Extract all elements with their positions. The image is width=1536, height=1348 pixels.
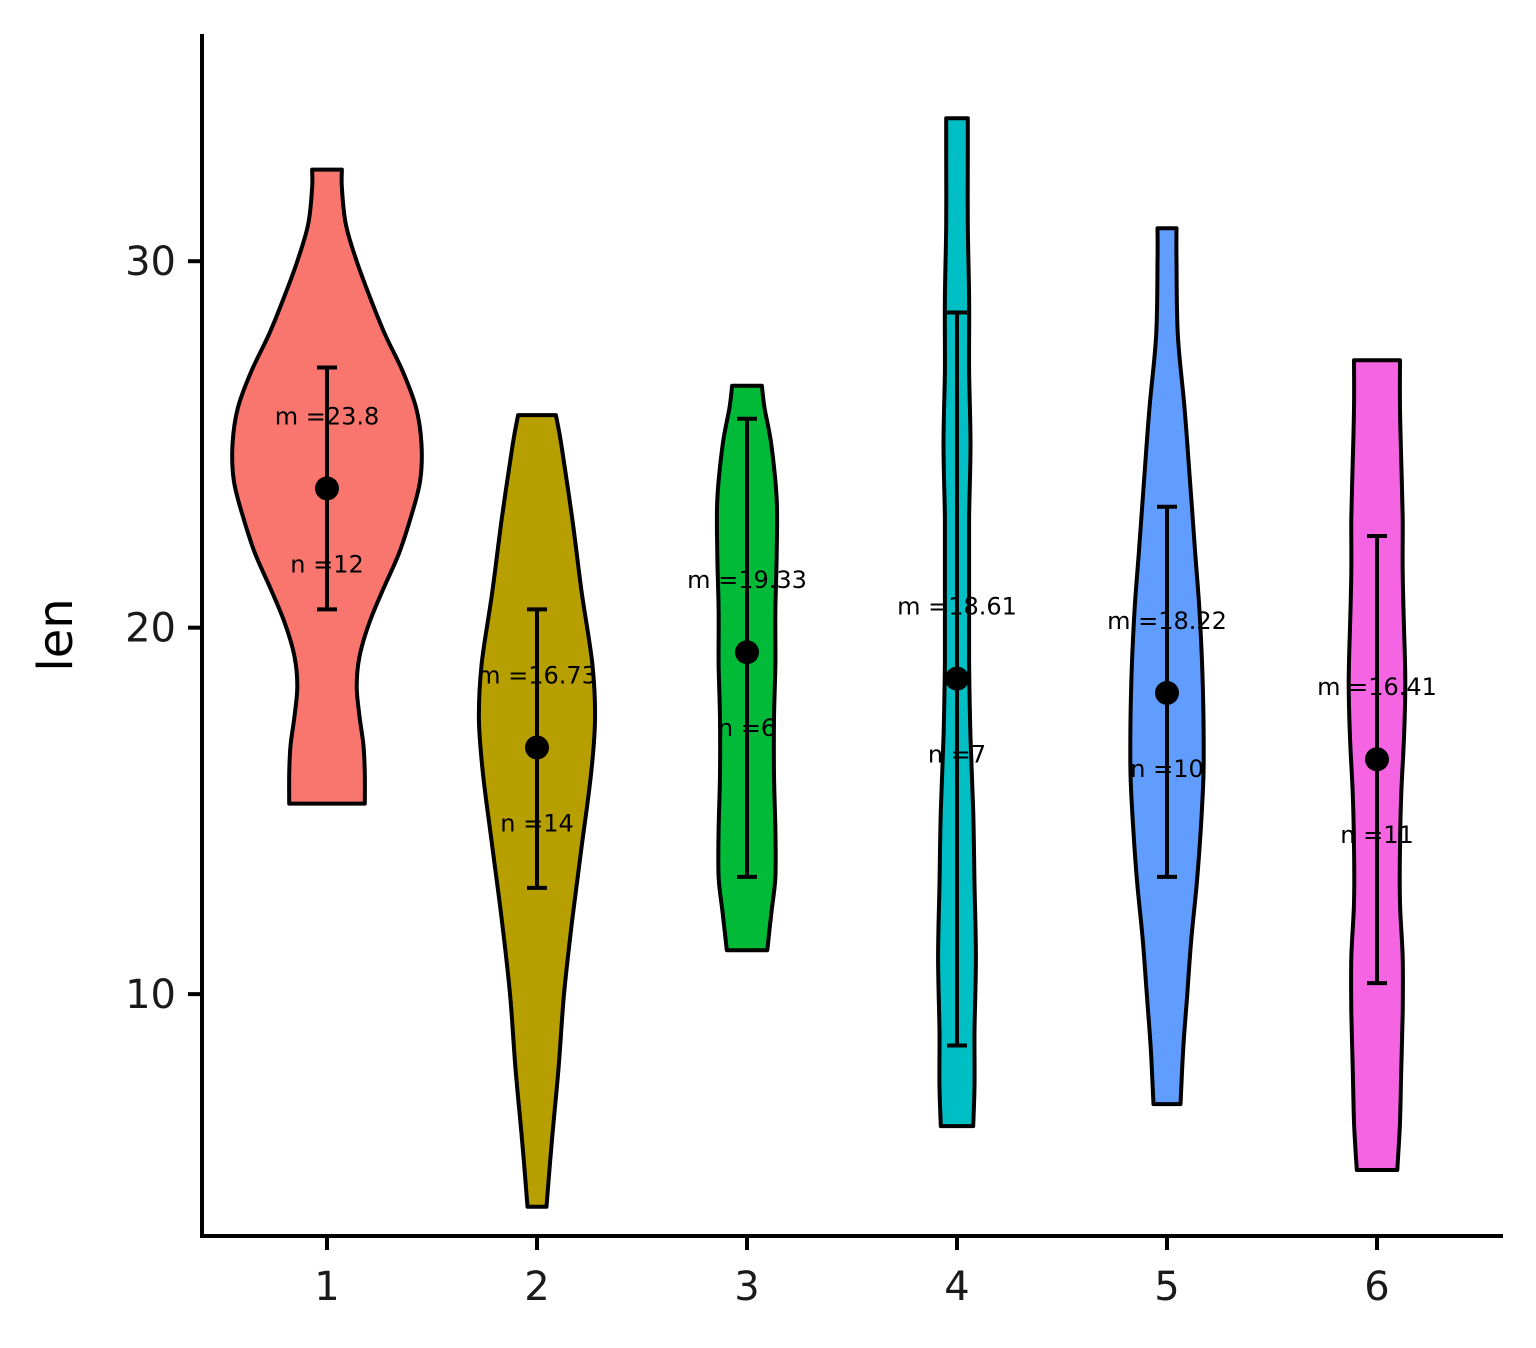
mean-point-2 bbox=[525, 735, 549, 760]
axes-layer: 1 2 3 4 5 6 10 20 30 bbox=[125, 34, 1503, 1310]
mean-label-6: m =16.41 bbox=[1317, 673, 1437, 701]
mean-label-4: m =18.61 bbox=[897, 593, 1017, 621]
violin-layer bbox=[230, 116, 1408, 1209]
mean-point-1 bbox=[315, 476, 339, 501]
x-tick-label-2: 2 bbox=[524, 1264, 549, 1310]
n-label-2: n =14 bbox=[500, 810, 574, 838]
x-tick-label-4: 4 bbox=[944, 1264, 969, 1310]
mean-label-2: m =16.73 bbox=[477, 662, 597, 690]
n-label-5: n =10 bbox=[1130, 755, 1204, 783]
n-label-4: n =7 bbox=[928, 741, 986, 769]
errorbar-layer bbox=[315, 310, 1389, 1048]
x-tick-label-1: 1 bbox=[314, 1264, 339, 1310]
y-tick-label-10: 10 bbox=[125, 972, 176, 1018]
x-tick-label-3: 3 bbox=[734, 1264, 759, 1310]
n-label-6: n =11 bbox=[1340, 821, 1414, 849]
mean-label-3: m =19.33 bbox=[687, 566, 807, 594]
mean-label-1: m =23.8 bbox=[275, 402, 380, 430]
mean-point-5 bbox=[1155, 680, 1179, 705]
mean-point-3 bbox=[735, 640, 759, 665]
x-tick-label-6: 6 bbox=[1364, 1264, 1389, 1310]
y-tick-label-30: 30 bbox=[125, 239, 176, 285]
n-label-1: n =12 bbox=[290, 550, 364, 578]
mean-point-4 bbox=[945, 666, 969, 691]
annotation-layer: m =23.8 n =12 m =16.73 n =14 m =19.33 n =6 m =… bbox=[275, 402, 1437, 849]
y-tick-label-20: 20 bbox=[125, 606, 176, 652]
y-axis-title: len bbox=[28, 598, 84, 671]
x-tick-label-5: 5 bbox=[1154, 1264, 1179, 1310]
mean-point-6 bbox=[1365, 747, 1389, 772]
mean-label-5: m =18.22 bbox=[1107, 607, 1227, 635]
n-label-3: n =6 bbox=[718, 714, 776, 742]
